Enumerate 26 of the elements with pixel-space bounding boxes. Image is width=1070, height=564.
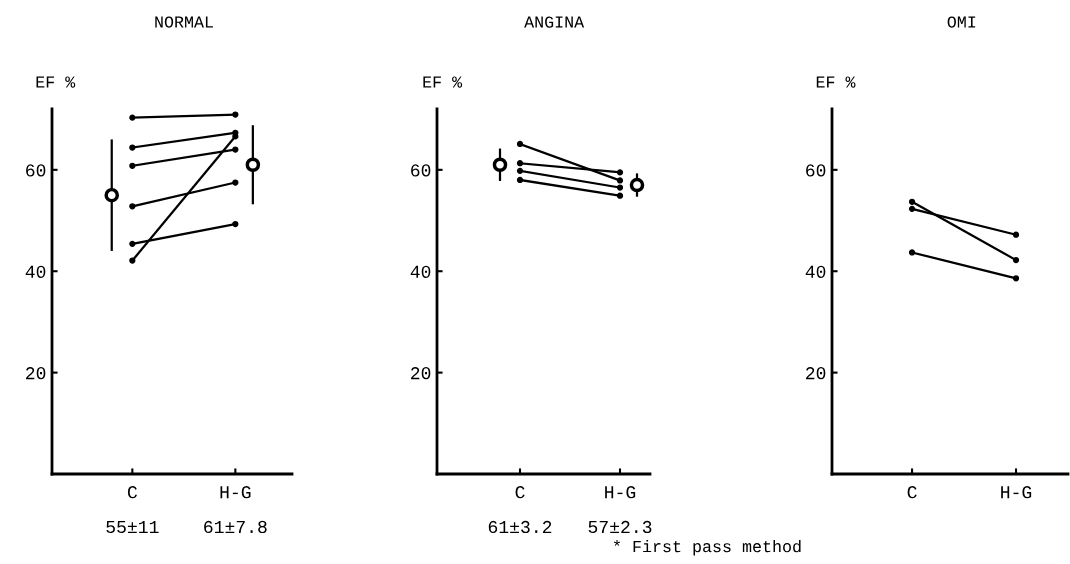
- x-tick-label: C: [907, 486, 917, 499]
- chart-title: ANGINA: [524, 16, 585, 28]
- y-tick-label: 60: [806, 164, 826, 177]
- x-tick-label: C: [515, 486, 525, 499]
- y-axis-title: EF %: [36, 76, 76, 88]
- y-tick-label: 20: [806, 367, 826, 380]
- x-tick-label: H-G: [1001, 486, 1032, 499]
- y-tick-label: 60: [26, 164, 46, 177]
- text: 61±3.2: [488, 520, 552, 534]
- x-tick-label: H-G: [605, 486, 636, 499]
- y-tick-label: 40: [805, 265, 826, 278]
- y-tick-label: 60: [411, 164, 431, 177]
- text: * First pass method: [614, 540, 801, 556]
- text: 61±7.8: [204, 520, 267, 534]
- y-tick-label: 20: [411, 367, 431, 380]
- chart-title: OMI: [947, 16, 976, 28]
- text: 57±2.3: [588, 520, 652, 534]
- x-tick-label: C: [127, 486, 137, 499]
- x-tick-label: H-G: [220, 486, 251, 499]
- y-axis-title: EF %: [423, 76, 463, 88]
- text: 55±11: [106, 521, 159, 534]
- y-tick-label: 20: [26, 367, 46, 380]
- y-axis-title: EF %: [816, 76, 856, 88]
- y-tick-label: 40: [410, 265, 431, 278]
- chart-title: NORMAL: [155, 16, 213, 28]
- y-tick-label: 40: [25, 265, 46, 278]
